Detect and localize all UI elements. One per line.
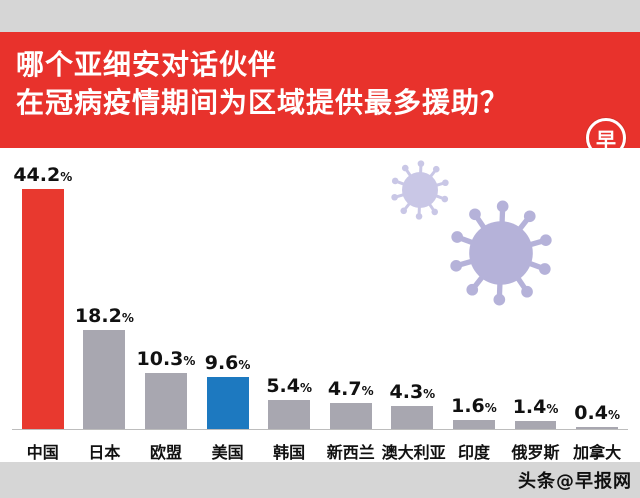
chart-area: 44.2% 18.2% 10.3% 9.6% 5.4% 4.7% 4.3% 1.6% 1.4% 0… [0, 148, 640, 462]
category-label: 新西兰 [326, 443, 375, 462]
category-label: 韩国 [273, 443, 306, 462]
bar [206, 376, 249, 429]
bar-value-label: 4.3% [389, 380, 436, 403]
bar [453, 420, 495, 429]
bar-value-label: 44.2% [13, 163, 73, 186]
top-margin-strip [0, 0, 640, 32]
bar-column: 4.7% [320, 148, 382, 429]
category-label: 欧盟 [149, 443, 182, 462]
bar-value-label: 4.7% [327, 378, 374, 401]
bar [391, 405, 434, 429]
category-label: 中国 [26, 443, 59, 462]
bar-column: 1.4% [505, 148, 567, 429]
bar-value-label: 1.6% [451, 395, 497, 418]
bar [145, 373, 187, 429]
bar [83, 330, 126, 429]
bar [576, 426, 619, 429]
bar-value-label: 0.4% [574, 401, 620, 424]
header-banner: 哪个亚细安对话伙伴 在冠病疫情期间为区域提供最多援助？ 早 [0, 32, 640, 158]
logo-character: 早 [596, 127, 616, 152]
category-labels: 中国 日本 欧盟 美国 韩国 新西兰 澳大利亚 印度 俄罗斯 加拿大 [12, 432, 628, 463]
bar-value-label: 10.3% [136, 348, 196, 371]
bar [268, 399, 311, 429]
bar-column: 5.4% [258, 148, 320, 429]
bar-value-label: 18.2% [74, 305, 134, 328]
bar-column: 1.6% [443, 148, 505, 429]
bar [514, 421, 557, 429]
bar [329, 403, 372, 429]
bar-column: 4.3% [382, 148, 444, 429]
bar-column: 10.3% [135, 148, 197, 429]
category-label: 俄罗斯 [511, 443, 560, 462]
category-label: 澳大利亚 [381, 443, 446, 462]
bottom-margin-strip: 头条@早报网 [0, 462, 640, 498]
bar-column: 18.2% [74, 148, 136, 429]
title-line-1: 哪个亚细安对话伙伴 [16, 48, 278, 81]
bar-value-label: 9.6% [204, 351, 251, 374]
bar-value-label: 1.4% [512, 396, 559, 419]
bar-value-label: 5.4% [266, 374, 313, 397]
page-title: 哪个亚细安对话伙伴 在冠病疫情期间为区域提供最多援助？ [16, 46, 624, 122]
bar-chart: 44.2% 18.2% 10.3% 9.6% 5.4% 4.7% 4.3% 1.6% 1.4% 0… [12, 148, 628, 430]
category-label: 印度 [457, 443, 490, 462]
bar-column: 44.2% [12, 148, 74, 429]
bar [21, 188, 64, 429]
bar-column: 0.4% [566, 148, 628, 429]
title-line-2: 在冠病疫情期间为区域提供最多援助？ [16, 86, 510, 120]
watermark-text: 头条@早报网 [518, 471, 632, 492]
category-label: 日本 [88, 443, 121, 462]
infographic-card: 哪个亚细安对话伙伴 在冠病疫情期间为区域提供最多援助？ 早 44.2% 18.2%… [0, 32, 640, 462]
category-label: 美国 [211, 443, 244, 462]
category-label: 加拿大 [573, 443, 622, 462]
bar-column: 9.6% [197, 148, 259, 429]
